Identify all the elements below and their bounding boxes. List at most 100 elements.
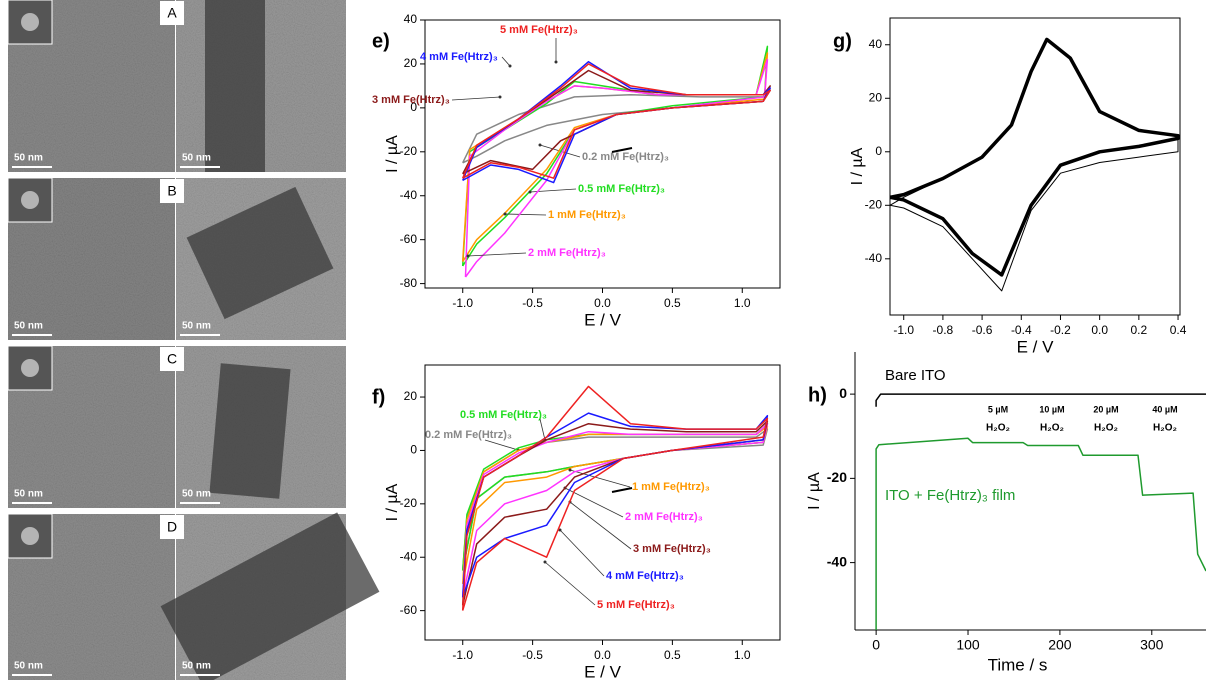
y-tick-label: -60 bbox=[400, 603, 418, 617]
annotation-arrow bbox=[544, 561, 596, 606]
nanotube bbox=[160, 512, 380, 685]
y-tick-label: -40 bbox=[827, 553, 847, 569]
arrow-head bbox=[498, 95, 502, 99]
panel-label: h) bbox=[808, 384, 827, 406]
annotation-arrow bbox=[484, 439, 519, 451]
panel-label: g) bbox=[833, 30, 852, 52]
y-tick-label: 40 bbox=[869, 37, 883, 51]
curve-label: 0.2 mM Fe(Htrz)₃ bbox=[582, 151, 669, 163]
annotation: H₂O₂ bbox=[1153, 423, 1177, 434]
annotation: H₂O₂ bbox=[1094, 423, 1118, 434]
curve-label: 3 mM Fe(Htrz)₃ bbox=[633, 543, 711, 555]
panel-label-box bbox=[160, 515, 184, 539]
curve-label: 0.5 mM Fe(Htrz)₃ bbox=[578, 183, 665, 195]
x-axis-label: Time / s bbox=[988, 655, 1048, 674]
curve-label: 2 mM Fe(Htrz)₃ bbox=[528, 247, 606, 259]
x-tick-label: 200 bbox=[1048, 637, 1072, 653]
x-tick-label: -0.5 bbox=[522, 648, 543, 662]
y-tick-label: -20 bbox=[827, 469, 847, 485]
annotation-arrow bbox=[451, 96, 501, 101]
series-line bbox=[875, 437, 1206, 630]
y-tick-label: 0 bbox=[875, 144, 882, 158]
series-line bbox=[462, 69, 771, 175]
y-tick-label: -40 bbox=[400, 549, 418, 563]
scale-bar-label: 50 nm bbox=[14, 661, 43, 672]
series-line bbox=[461, 428, 769, 571]
arrow-head bbox=[508, 64, 512, 68]
curve-label: 4 mM Fe(Htrz)₃ bbox=[420, 51, 498, 63]
annotation-arrow bbox=[504, 213, 547, 216]
x-tick-label: 1.0 bbox=[734, 648, 751, 662]
annotation: 20 µM bbox=[1093, 404, 1118, 414]
y-axis-label: I / µA bbox=[849, 147, 866, 185]
arrow-head bbox=[528, 190, 532, 194]
series-line bbox=[461, 45, 769, 267]
y-tick-label: 0 bbox=[410, 443, 417, 457]
panel-label: A bbox=[167, 5, 177, 21]
nanotube bbox=[205, 0, 265, 172]
arrow-head bbox=[558, 528, 562, 532]
x-tick-label: 0.4 bbox=[1170, 323, 1187, 337]
curve-label: 5 mM Fe(Htrz)₃ bbox=[500, 24, 578, 36]
x-tick-label: -0.8 bbox=[933, 323, 954, 337]
x-axis-label: E / V bbox=[1017, 337, 1055, 356]
x-axis-label: E / V bbox=[584, 310, 622, 329]
curve-label: 4 mM Fe(Htrz)₃ bbox=[606, 570, 684, 582]
annotation: 40 µM bbox=[1152, 404, 1177, 414]
series-line bbox=[889, 38, 1179, 292]
annotation-arrow bbox=[564, 487, 624, 518]
arrow-head bbox=[568, 468, 572, 472]
x-tick-label: -0.4 bbox=[1011, 323, 1032, 337]
x-tick-label: 0.0 bbox=[594, 296, 611, 310]
y-tick-label: -60 bbox=[400, 232, 418, 246]
curve-label: 1 mM Fe(Htrz)₃ bbox=[548, 209, 626, 221]
micrographs: A 50 nm 50 nm B 50 nm 50 nm C 50 nm 50 nm D 50 nm 5… bbox=[7, 0, 380, 685]
fft-inset bbox=[7, 0, 53, 45]
x-tick-label: -0.2 bbox=[1050, 323, 1071, 337]
y-tick-label: 20 bbox=[404, 56, 418, 70]
y-tick-label: -20 bbox=[400, 144, 418, 158]
y-tick-label: 40 bbox=[404, 12, 418, 26]
annotation: H₂O₂ bbox=[986, 423, 1010, 434]
arrow-head bbox=[554, 60, 558, 64]
annotation-arrow bbox=[559, 529, 605, 577]
series-line bbox=[462, 60, 771, 184]
panel-label: C bbox=[167, 351, 177, 367]
curve-label: 2 mM Fe(Htrz)₃ bbox=[625, 511, 703, 523]
fft-spot bbox=[21, 191, 39, 209]
curve-label: Bare ITO bbox=[885, 367, 946, 384]
arrow-head bbox=[538, 143, 542, 147]
x-tick-label: 100 bbox=[956, 637, 980, 653]
x-tick-label: 0.5 bbox=[664, 648, 681, 662]
y-axis-label: I / µA bbox=[384, 135, 401, 173]
x-tick-label: -1.0 bbox=[452, 296, 473, 310]
curve-label: 3 mM Fe(Htrz)₃ bbox=[372, 94, 450, 106]
fft-inset bbox=[7, 513, 53, 559]
panel-label: D bbox=[167, 519, 177, 535]
x-axis-label: E / V bbox=[584, 662, 622, 680]
curve-label: 0.5 mM Fe(Htrz)₃ bbox=[460, 409, 547, 421]
series-line bbox=[461, 385, 769, 611]
annotation-arrow bbox=[569, 469, 631, 488]
x-tick-label: 0.5 bbox=[664, 296, 681, 310]
scale-bar-label: 50 nm bbox=[182, 489, 211, 500]
panel-label: f) bbox=[372, 386, 385, 408]
annotation-arrow bbox=[467, 252, 527, 257]
annotation: 10 µM bbox=[1039, 404, 1064, 414]
annotation-arrow bbox=[539, 418, 546, 441]
y-tick-label: 20 bbox=[404, 389, 418, 403]
panel-label-box bbox=[160, 179, 184, 203]
plot-frame bbox=[889, 17, 1181, 316]
series-line bbox=[875, 393, 1206, 407]
y-tick-label: -20 bbox=[400, 496, 418, 510]
fft-spot bbox=[21, 359, 39, 377]
x-tick-label: -0.5 bbox=[522, 296, 543, 310]
x-tick-label: 0.0 bbox=[594, 648, 611, 662]
scale-bar-label: 50 nm bbox=[14, 153, 43, 164]
nanotube bbox=[209, 363, 291, 499]
arrow-head bbox=[466, 254, 470, 258]
panel-label: B bbox=[167, 183, 176, 199]
scan-arrow bbox=[611, 487, 633, 493]
scale-bar-label: 50 nm bbox=[182, 661, 211, 672]
